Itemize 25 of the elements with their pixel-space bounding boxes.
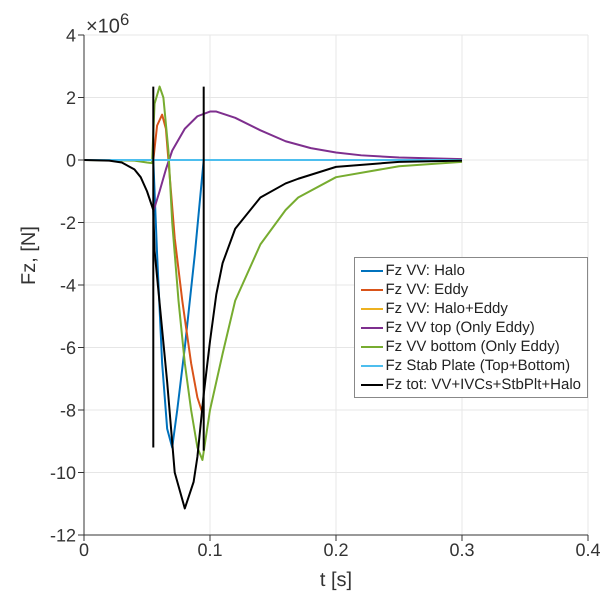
y-tick-label: -10 [50,462,76,483]
legend-label: Fz tot: VV+IVCs+StbPlt+Halo [385,375,581,394]
x-tick-label: 0.3 [449,540,475,560]
y-tick-label: -4 [60,275,76,296]
legend-label: Fz VV top (Only Eddy) [385,318,535,337]
y-axis-title: Fz, [N] [18,226,40,285]
y-tick-label: 4 [66,25,76,46]
x-tick-label: 0.1 [197,540,223,560]
x-tick-label: 0.4 [575,540,601,560]
y-tick-label: -6 [60,338,76,358]
y-tick-label: -2 [60,212,76,233]
line-series [152,110,463,213]
x-tick-label: 0.2 [323,540,349,560]
legend-label: Fz VV: Eddy [385,280,468,299]
x-axis-title: t [s] [320,569,352,591]
x-tick-label: 0 [78,540,90,560]
legend-label: Fz VV bottom (Only Eddy) [385,337,560,356]
legend-label: Fz VV: Halo [385,261,465,280]
annotation: ×10$^{6}$ [86,10,130,39]
legend-label: Fz Stab Plate (Top+Bottom) [385,356,570,375]
legend-label: Fz VV: Halo+Eddy [385,299,508,318]
y-tick-label: 0 [66,150,76,170]
y-tick-label: -12 [50,525,76,546]
y-tick-label: 2 [66,88,76,108]
y-tick-label: -8 [60,400,76,420]
